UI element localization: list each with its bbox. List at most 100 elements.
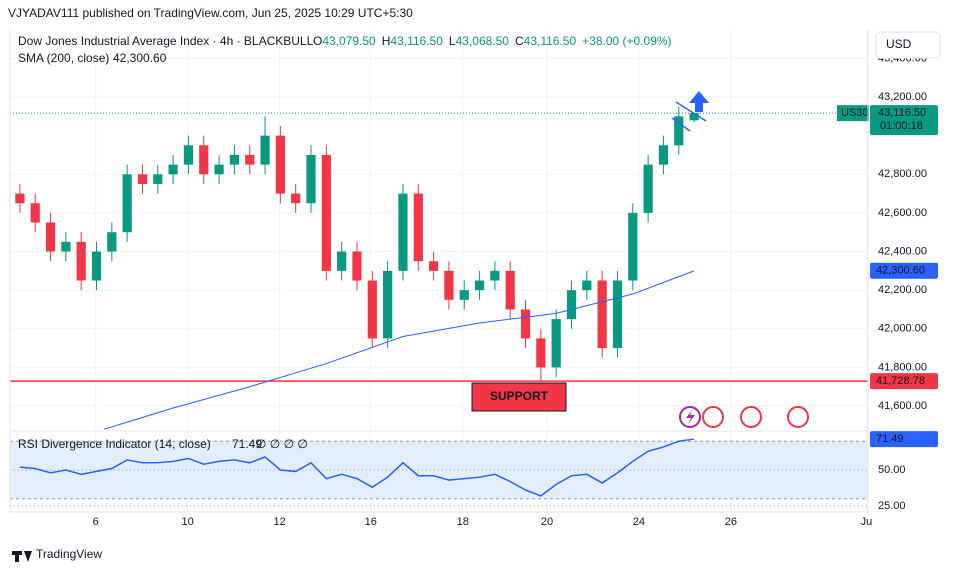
y-tick-label: 41,800.00 xyxy=(878,361,927,373)
rsi-extras: ∅ ∅ ∅ ∅ xyxy=(256,437,308,451)
price-tag-bg xyxy=(870,105,938,136)
y-tick-label: 41,600.00 xyxy=(878,400,927,412)
candle-body xyxy=(413,193,423,262)
change: +38.00 (+0.09%) xyxy=(582,34,671,48)
sma-value: 42,300.60 xyxy=(113,51,167,65)
candle-body xyxy=(582,280,592,291)
low: 43,068.50 xyxy=(456,34,510,48)
x-tick-label: 10 xyxy=(182,516,194,528)
y-tick-label: 42,400.00 xyxy=(878,245,927,257)
candle-body xyxy=(429,261,439,271)
candle-body xyxy=(168,164,178,175)
candle-body xyxy=(229,154,239,165)
y-tick-label: 43,200.00 xyxy=(878,91,927,103)
candle-body xyxy=(383,270,393,339)
candle-body xyxy=(153,174,163,184)
event-icon[interactable] xyxy=(787,406,809,428)
rsi-line xyxy=(19,438,695,497)
candle-body xyxy=(183,145,194,165)
candle-body xyxy=(520,309,531,339)
candle-body xyxy=(15,193,25,204)
candle-body xyxy=(674,116,684,146)
candle-body xyxy=(398,193,408,271)
candle-body xyxy=(612,280,623,349)
symbol: Dow Jones Industrial Average Index · 4h … xyxy=(18,34,314,48)
o-label: O xyxy=(313,34,322,48)
support-tag-bg xyxy=(870,373,938,390)
candle-body xyxy=(30,203,40,223)
currency-button[interactable] xyxy=(875,31,941,59)
rsi-tick-label: 50.00 xyxy=(878,464,906,476)
support-text: SUPPORT xyxy=(490,389,549,403)
rsi-tag: 71.49 xyxy=(876,433,904,445)
candle-body xyxy=(45,222,56,252)
candle-body xyxy=(658,145,669,165)
candle-body xyxy=(536,338,546,368)
c-label: C xyxy=(515,34,524,48)
x-tick-label: 26 xyxy=(725,516,737,528)
publisher: VJYADAV111 published on TradingView.com,… xyxy=(8,6,413,20)
candle-body xyxy=(551,319,561,368)
symbol-tag-bg xyxy=(837,105,869,122)
y-tick-label: 42,800.00 xyxy=(878,168,927,180)
x-tick-label: 12 xyxy=(273,516,285,528)
candle-body xyxy=(306,154,316,204)
candle-body xyxy=(643,164,653,213)
rsi-label: RSI Divergence Indicator (14, close) xyxy=(18,437,211,451)
candle-body xyxy=(137,174,148,184)
sma-tag: 42,300.60 xyxy=(876,265,925,277)
tv-logo xyxy=(12,551,32,562)
flash-icon xyxy=(686,410,695,424)
high: 43,116.50 xyxy=(390,34,443,48)
rsi-value: 71.49 xyxy=(232,437,262,451)
candle-body xyxy=(459,290,469,300)
rsi-tag-bg xyxy=(870,431,938,448)
countdown: 01:00:18 xyxy=(880,120,923,132)
sma-label: SMA (200, close) xyxy=(18,51,109,65)
candle-body xyxy=(367,280,377,339)
support-box xyxy=(471,382,567,412)
open: 43,079.50 xyxy=(322,34,376,48)
candle-body xyxy=(199,145,209,175)
drawing-arrow xyxy=(671,91,709,132)
x-tick-label: 16 xyxy=(365,516,377,528)
candle-body xyxy=(260,135,270,165)
event-icon[interactable] xyxy=(740,406,762,428)
up-arrow xyxy=(689,91,709,112)
candle-body xyxy=(76,241,86,281)
candle-body xyxy=(505,270,515,310)
candle-body xyxy=(91,251,102,281)
y-tick-label: 42,000.00 xyxy=(878,323,927,335)
event-icons xyxy=(679,406,809,428)
x-tick-label: 24 xyxy=(633,516,645,528)
close: 43,116.50 xyxy=(524,34,577,48)
rsi-tick-label: 25.00 xyxy=(878,500,906,512)
candle-body xyxy=(444,270,454,300)
ohlc: O43,079.50 H43,116.50 L43,068.50 C43,116.50… xyxy=(313,34,672,48)
candle-body xyxy=(337,251,347,271)
x-tick-label: 6 xyxy=(93,516,99,528)
candle-body xyxy=(122,174,132,233)
candle-body xyxy=(61,241,71,252)
candle-body xyxy=(597,280,607,349)
h-label: H xyxy=(382,34,391,48)
symbol-tag: US30 xyxy=(841,107,869,119)
panes: 43,400.0043,200.0042,800.0042,600.0042,4… xyxy=(10,30,938,528)
x-tick-label: 20 xyxy=(541,516,553,528)
footer: TradingView xyxy=(36,547,102,561)
candle-body xyxy=(107,232,117,252)
x-tick-label: Ju xyxy=(861,516,873,528)
x-tick-label: 18 xyxy=(457,516,469,528)
candle-body xyxy=(275,135,285,194)
event-icon[interactable] xyxy=(702,406,724,428)
candle-body xyxy=(321,154,331,271)
y-tick-label: 42,600.00 xyxy=(878,207,927,219)
candle-body xyxy=(245,154,255,165)
candle-body xyxy=(490,270,500,281)
currency[interactable]: USD xyxy=(886,37,912,51)
candle-body xyxy=(628,212,638,281)
support-tag: 41,728.78 xyxy=(876,375,925,387)
candle-body xyxy=(689,113,699,121)
candle-body xyxy=(566,290,577,320)
